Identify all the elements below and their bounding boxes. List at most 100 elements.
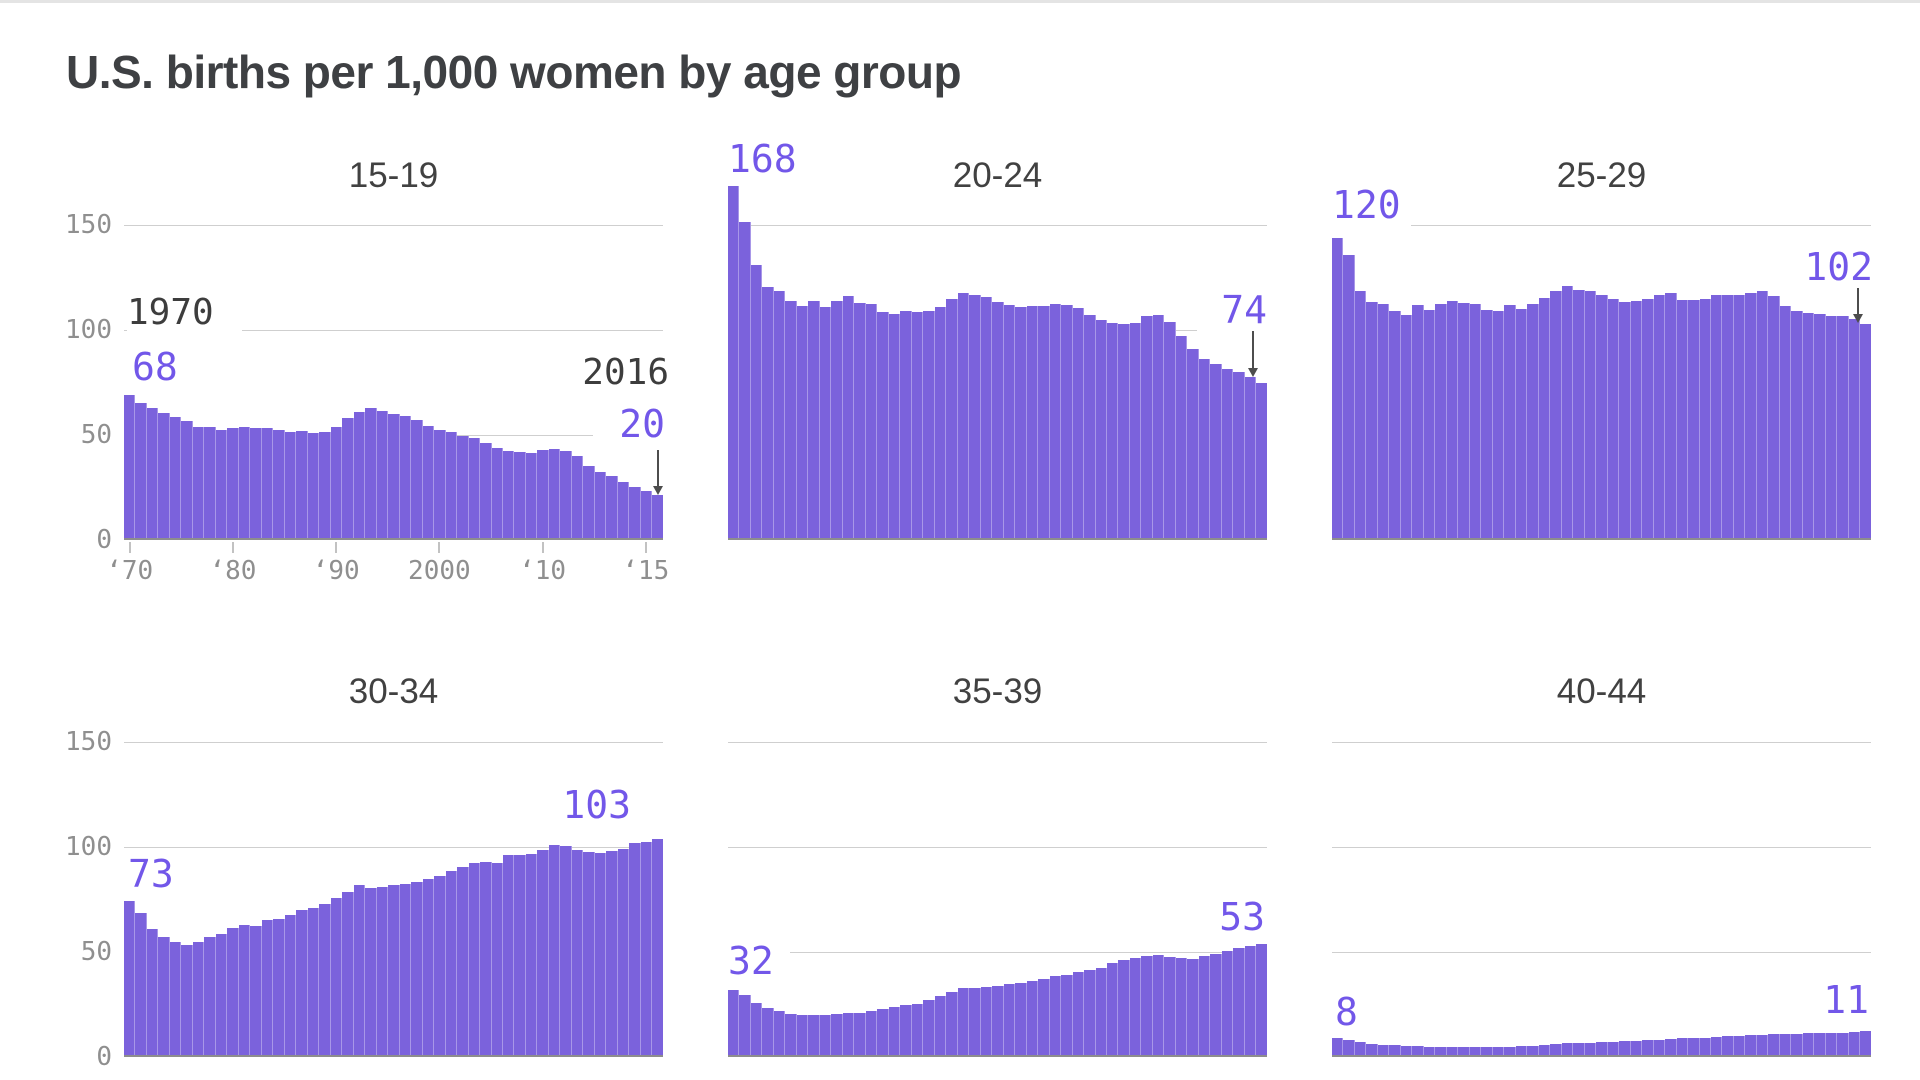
bar <box>1458 302 1470 538</box>
bar <box>1435 304 1447 538</box>
bar <box>250 926 262 1055</box>
x-axis-tick <box>541 542 544 553</box>
bar <box>457 435 469 538</box>
bar <box>900 1004 912 1055</box>
bar <box>227 428 239 538</box>
bar <box>548 845 561 1055</box>
bar <box>1141 315 1153 538</box>
bar <box>1366 302 1378 538</box>
bar <box>204 936 216 1055</box>
bar <box>1003 984 1016 1055</box>
bar <box>399 883 412 1055</box>
x-axis-tick <box>128 542 131 553</box>
bar <box>750 264 763 538</box>
bar <box>1446 300 1459 538</box>
bar <box>1152 955 1165 1055</box>
bar <box>1665 1039 1677 1055</box>
bar <box>1343 254 1355 538</box>
bar <box>1400 1045 1413 1055</box>
x-axis-baseline <box>124 1055 663 1057</box>
down-arrow-icon <box>653 450 663 495</box>
x-axis-baseline <box>124 538 663 540</box>
bar <box>571 455 584 538</box>
gridline <box>728 952 1267 953</box>
bar <box>1446 1046 1459 1055</box>
bar <box>399 415 412 538</box>
bar <box>1504 304 1516 538</box>
bar <box>457 866 469 1055</box>
bar <box>992 985 1004 1055</box>
bar <box>1221 368 1234 538</box>
bar <box>1688 299 1700 538</box>
y-axis-label: 0 <box>96 1042 112 1072</box>
bar <box>330 897 343 1055</box>
gridline <box>124 742 663 743</box>
bar <box>411 420 423 538</box>
bar <box>353 885 366 1055</box>
bar <box>1377 303 1390 538</box>
plot-30-34: 150 100 50 0 <box>65 657 663 1072</box>
bar <box>1435 1046 1447 1055</box>
bar <box>434 876 446 1055</box>
bar <box>1642 1040 1654 1055</box>
panel-25-29: 120 102 <box>1332 140 1873 540</box>
bar <box>1389 310 1401 538</box>
y-axis-label: 100 <box>65 315 112 345</box>
bar <box>1607 1041 1620 1055</box>
bar <box>877 1008 889 1055</box>
bar <box>307 907 320 1055</box>
bar <box>319 903 331 1055</box>
bar <box>273 430 285 538</box>
bar <box>1049 304 1062 538</box>
bars <box>124 140 663 538</box>
x-axis-tick-label: ‘80 <box>209 556 257 586</box>
y-axis-label: 50 <box>80 937 112 967</box>
bar <box>238 426 251 538</box>
bar <box>1084 969 1096 1055</box>
bar <box>773 290 786 538</box>
bar <box>946 299 958 538</box>
bar <box>1837 1032 1849 1055</box>
panel-title-20-24: 20-24 <box>952 156 1043 195</box>
bar <box>1561 1043 1574 1055</box>
bar <box>1072 307 1085 538</box>
bar <box>169 942 182 1055</box>
bar <box>1198 955 1211 1055</box>
x-axis-baseline <box>728 1055 1267 1057</box>
panel-40-44: 8 11 <box>1332 657 1871 1057</box>
bar <box>250 428 262 538</box>
bar <box>330 426 343 538</box>
bar <box>215 933 228 1055</box>
bar <box>1332 1038 1344 1055</box>
bar <box>1642 299 1654 538</box>
down-arrow-icon <box>1853 288 1863 323</box>
bar <box>192 427 205 538</box>
gridline <box>124 330 663 331</box>
bar <box>296 430 308 538</box>
bar <box>969 987 981 1055</box>
bar <box>1106 963 1119 1055</box>
bar <box>1233 372 1245 538</box>
bar <box>124 901 136 1055</box>
bar <box>376 411 389 538</box>
bar <box>192 942 205 1055</box>
gridline <box>1332 742 1871 743</box>
bar <box>773 1011 786 1055</box>
annotation-start-year: 1970 <box>127 295 242 339</box>
bar <box>296 909 308 1055</box>
bar <box>1221 951 1234 1055</box>
bar <box>1026 980 1039 1055</box>
bar <box>1619 1041 1631 1055</box>
bars <box>1332 657 1871 1055</box>
gridline <box>124 225 663 226</box>
bar <box>980 986 993 1055</box>
bar <box>1791 310 1803 538</box>
bar <box>606 850 618 1055</box>
bar <box>1515 1046 1528 1055</box>
bar <box>831 301 843 538</box>
annotation-end-value: 103 <box>552 786 631 828</box>
bar <box>762 1008 774 1055</box>
bar <box>808 1014 820 1055</box>
bar <box>1198 358 1211 538</box>
annotation-start-value: 120 <box>1332 186 1411 238</box>
